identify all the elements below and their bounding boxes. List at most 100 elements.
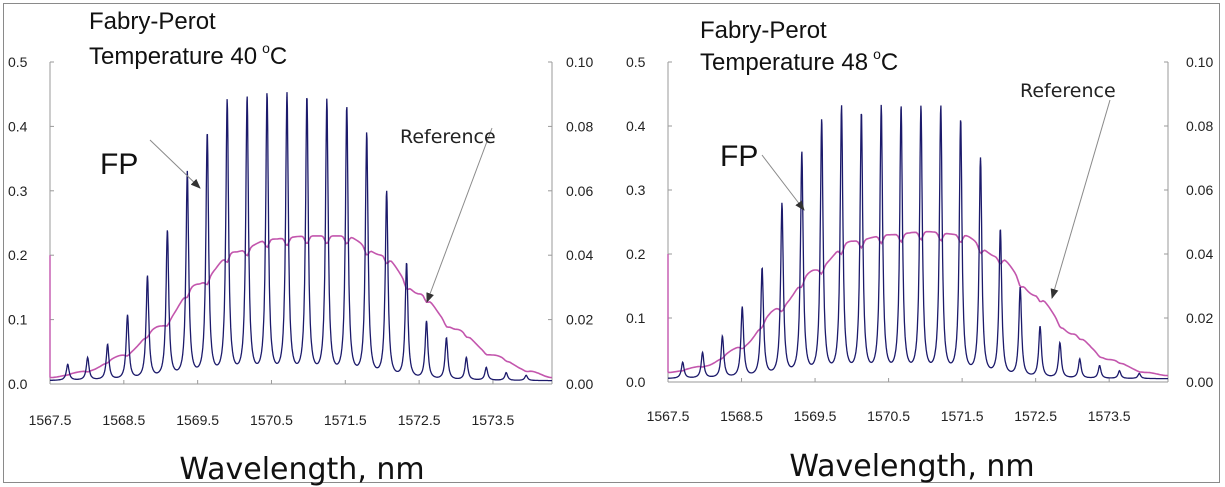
- fp-peak-point: [525, 375, 527, 377]
- fp-peak-point: [701, 352, 704, 354]
- chart-panel-40c: 0.0 0.1 0.2 0.3 0.4 0.5 0.00 0.02 0.04 0.06 0.08 0.…: [8, 8, 593, 487]
- right-y-tick-label: 0.10: [566, 54, 593, 70]
- plot-area: 0.0 0.1 0.2 0.3 0.4 0.5 0.00 0.02 0.04 0.06 0.08 0.…: [8, 54, 593, 428]
- x-tick-label: 1569.5: [176, 412, 219, 428]
- right-y-tick-label: 0.00: [566, 376, 593, 392]
- fp-peak-point: [682, 362, 684, 364]
- left-y-tick-label: 0.1: [626, 310, 646, 326]
- degree-sign: o: [873, 46, 881, 62]
- fp-peak-point: [940, 109, 942, 111]
- fp-peak-point: [721, 336, 724, 338]
- fp-peak-point: [1039, 327, 1041, 329]
- fp-peak-point: [485, 367, 487, 369]
- fp-peak-point: [465, 357, 467, 359]
- fp-arrow: [761, 154, 805, 211]
- fp-peak-point: [1138, 373, 1140, 375]
- right-y-tick-label: 0.00: [1186, 374, 1213, 390]
- chart-panel-48c: 0.0 0.1 0.2 0.3 0.4 0.5 0.00 0.02 0.04 0.06 0.08 0.…: [626, 17, 1213, 484]
- x-tick-label: 1568.5: [102, 412, 145, 428]
- fp-peak-point: [445, 338, 448, 340]
- x-tick-label: 1573.5: [472, 412, 515, 428]
- fp-peak-point: [781, 205, 783, 207]
- x-tick-label: 1571.5: [941, 408, 984, 424]
- fp-peak-point: [801, 154, 803, 156]
- fp-peak-point: [1059, 343, 1061, 345]
- left-y-tick-label: 0.4: [8, 118, 28, 134]
- fp-peak-point: [326, 103, 328, 105]
- fp-peak-point: [761, 269, 763, 271]
- chart-title-line2: Temperature 48 oC: [700, 46, 898, 76]
- fp-peak-point: [166, 232, 168, 234]
- left-y-tick-label: 0.0: [626, 374, 646, 390]
- left-y-tick-label: 0.0: [8, 376, 28, 392]
- chart-title-line1: Fabry-Perot: [89, 8, 216, 35]
- page-frame: [3, 3, 1220, 483]
- reference-arrow: [1050, 99, 1111, 299]
- fp-peak-point: [900, 109, 902, 111]
- right-y-tick-label: 0.02: [566, 312, 593, 328]
- fp-arrow: [149, 139, 201, 189]
- left-y-tick-label: 0.5: [626, 54, 646, 70]
- fp-peak-point: [979, 160, 982, 162]
- fp-peak-point: [860, 115, 862, 117]
- fp-peak-point: [386, 193, 388, 195]
- x-tick-label: 1567.5: [29, 412, 72, 428]
- fp-annotation-label: FP: [720, 140, 758, 173]
- x-tick-label: 1572.5: [1014, 408, 1057, 424]
- fp-peak-point: [346, 109, 348, 111]
- right-y-tick-label: 0.02: [1186, 310, 1213, 326]
- fp-peak-point: [1099, 365, 1101, 367]
- chart-title-line2: Temperature 40 oC: [89, 40, 287, 70]
- left-y-tick-label: 0.3: [626, 182, 646, 198]
- fp-peak-point: [206, 135, 208, 137]
- fp-peak-point: [146, 277, 149, 279]
- right-y-tick-label: 0.08: [1186, 118, 1213, 134]
- x-tick-label: 1567.5: [647, 408, 690, 424]
- fp-peak-point: [306, 100, 308, 102]
- left-y-tick-label: 0.3: [8, 183, 28, 199]
- title-unit: C: [881, 49, 898, 76]
- fp-peak-point: [1118, 370, 1121, 372]
- fp-peak-point: [366, 135, 368, 137]
- plot-area: 0.0 0.1 0.2 0.3 0.4 0.5 0.00 0.02 0.04 0.06 0.08 0.…: [626, 54, 1213, 424]
- right-y-tick-label: 0.06: [1186, 182, 1213, 198]
- x-tick-label: 1570.5: [867, 408, 910, 424]
- fp-peak-point: [126, 315, 129, 317]
- fp-peak-point: [920, 109, 922, 111]
- right-y-tick-label: 0.06: [566, 183, 593, 199]
- reference-annotation-label: Reference: [400, 126, 496, 148]
- left-y-tick-label: 0.1: [8, 312, 28, 328]
- x-tick-label: 1569.5: [794, 408, 837, 424]
- left-y-tick-label: 0.2: [626, 246, 646, 262]
- fp-peak-point: [505, 372, 507, 374]
- x-tick-label: 1568.5: [720, 408, 763, 424]
- fp-peak-point: [425, 322, 428, 324]
- fp-peak-point: [999, 231, 1001, 233]
- reference-annotation-label: Reference: [1020, 80, 1116, 102]
- reference-series-line: [668, 230, 1169, 377]
- fp-peak-point: [1079, 359, 1081, 361]
- fp-peak-point: [67, 364, 69, 366]
- left-y-tick-label: 0.5: [8, 54, 28, 70]
- right-y-tick-label: 0.10: [1186, 54, 1213, 70]
- x-axis-title: Wavelength, nm: [179, 452, 424, 487]
- title-unit: C: [270, 43, 287, 70]
- title-temperature-text: Temperature 48: [700, 49, 868, 76]
- fp-peak-point: [840, 109, 843, 111]
- x-tick-label: 1570.5: [250, 412, 293, 428]
- reference-arrow: [426, 127, 493, 303]
- fp-peak-point: [741, 307, 743, 309]
- fp-peak-point: [87, 357, 89, 359]
- right-y-tick-label: 0.08: [566, 118, 593, 134]
- left-y-tick-label: 0.4: [626, 118, 646, 134]
- fp-peak-point: [246, 100, 248, 102]
- x-tick-label: 1573.5: [1088, 408, 1131, 424]
- right-y-tick-label: 0.04: [566, 247, 593, 263]
- left-y-tick-label: 0.2: [8, 247, 28, 263]
- fp-peak-point: [1019, 288, 1021, 290]
- fp-peak-point: [266, 96, 268, 99]
- degree-sign: o: [262, 40, 270, 56]
- title-temperature-text: Temperature 40: [89, 43, 257, 70]
- fp-peak-point: [106, 344, 109, 346]
